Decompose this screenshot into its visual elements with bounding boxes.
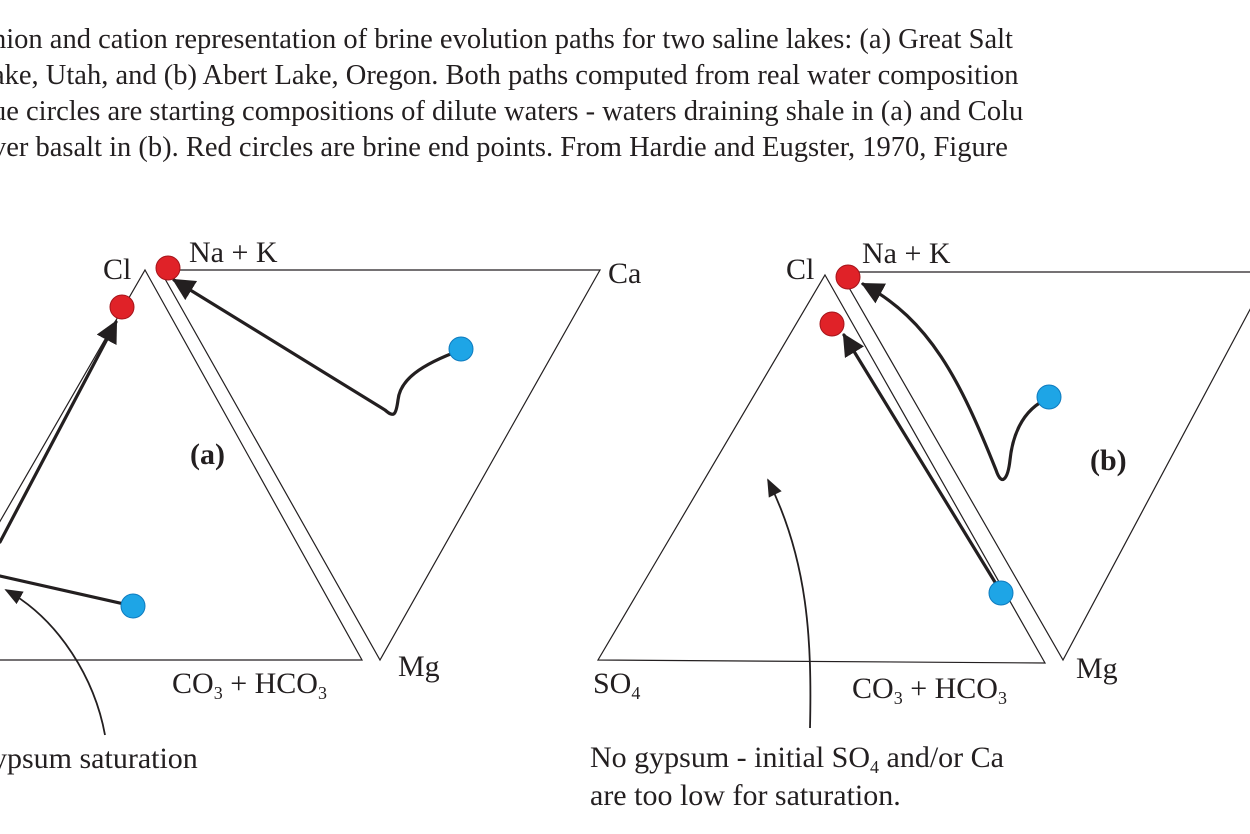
anion-left-label-b: SO4 — [593, 667, 640, 703]
cation-right-label-a: Ca — [608, 257, 641, 290]
caption-line-3: ue circles are starting compositions of … — [0, 96, 1024, 127]
anion-path-a-upper — [0, 320, 118, 544]
anion-apex-label-b: Cl — [786, 253, 814, 286]
cation-triangle-b — [838, 271, 1250, 662]
no-gypsum-annotation-arrow-b — [767, 478, 812, 729]
anion-apex-label-a: Cl — [103, 253, 131, 286]
panel-label-b: (b) — [1090, 444, 1127, 477]
end-point-cation-b — [835, 264, 861, 290]
anion-path-a-lower — [0, 574, 135, 608]
no-gypsum-annotation-line-2: are too low for saturation. — [590, 779, 901, 812]
gypsum-annotation-arrow-a — [4, 589, 106, 736]
start-point-anion-b — [988, 580, 1014, 606]
anion-base-label-a: CO3 + HCO3 — [172, 667, 327, 703]
caption-line-1: nion and cation representation of brine … — [0, 24, 1013, 55]
anion-base-label-b: CO3 + HCO3 — [852, 672, 1007, 708]
cation-apex-label-b: Na + K — [862, 237, 951, 270]
diagram-b: Cl Na + K Mg SO4 CO3 + HCO3 (b) No gypsu… — [590, 237, 1250, 812]
panel-label-a: (a) — [190, 438, 225, 471]
caption-line-4: ver basalt in (b). Red circles are brine… — [0, 132, 1008, 163]
end-point-anion-b — [819, 311, 845, 337]
anion-path-b — [842, 333, 1003, 594]
start-point-cation-b — [1036, 384, 1062, 410]
diagram-a: Cl Na + K Ca Mg CO3 + HCO3 (a) ypsum sat… — [0, 236, 641, 775]
cation-path-a — [172, 278, 463, 416]
anion-triangle-a — [0, 268, 364, 661]
gypsum-annotation-a: ypsum saturation — [0, 742, 198, 775]
start-point-cation-a — [448, 336, 474, 362]
cation-base-label-b: Mg — [1076, 652, 1118, 685]
cation-path-b — [861, 282, 1051, 482]
start-point-anion-a — [120, 593, 146, 619]
end-point-anion-a — [109, 294, 135, 320]
cation-apex-label-a: Na + K — [189, 236, 278, 269]
cation-triangle-a — [158, 269, 602, 662]
caption-line-2: ake, Utah, and (b) Abert Lake, Oregon. B… — [0, 60, 1019, 91]
end-point-cation-a — [155, 255, 181, 281]
figure-caption: nion and cation representation of brine … — [0, 22, 1250, 166]
anion-triangle-b — [596, 273, 1047, 664]
no-gypsum-annotation-line-1: No gypsum - initial SO4 and/or Ca — [590, 741, 1004, 777]
cation-base-label-a: Mg — [398, 650, 440, 683]
